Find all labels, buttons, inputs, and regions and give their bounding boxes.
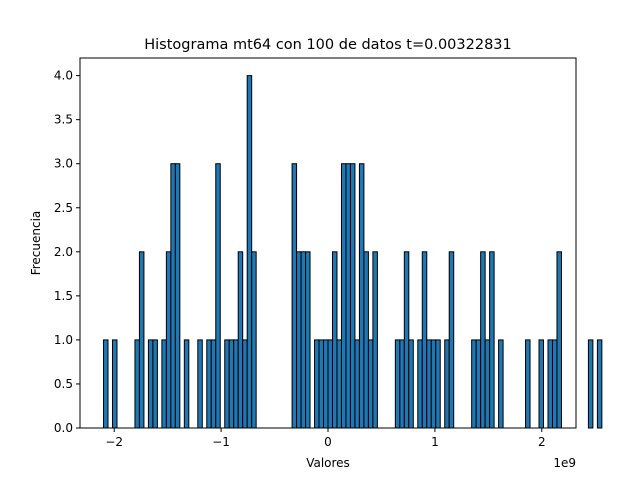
histogram-bar xyxy=(408,339,414,429)
histogram-bar xyxy=(489,251,495,429)
histogram-bar xyxy=(340,163,347,429)
histogram-bar xyxy=(224,339,230,429)
histogram-bar xyxy=(349,163,356,429)
histogram-bar xyxy=(403,251,410,429)
y-tick-label: 2.5 xyxy=(54,201,73,215)
y-tick-label: 0.5 xyxy=(54,377,73,391)
histogram-bar xyxy=(300,251,307,429)
x-tick-label: 2 xyxy=(538,435,546,449)
bars-group xyxy=(103,75,603,429)
y-tick-label: 0.0 xyxy=(54,421,73,435)
histogram-bar xyxy=(134,339,140,429)
x-offset-label: 1e9 xyxy=(553,456,576,470)
histogram-bar xyxy=(498,339,504,429)
y-axis-label: Frecuencia xyxy=(29,211,43,276)
histogram-bar xyxy=(327,339,333,429)
histogram-bar xyxy=(233,339,239,429)
histogram-bar xyxy=(475,339,482,429)
histogram-bar xyxy=(480,251,486,429)
histogram-bar xyxy=(296,251,302,429)
histogram-bar xyxy=(174,163,181,429)
histogram-bar xyxy=(111,339,118,429)
histogram-bar xyxy=(170,163,176,429)
histogram-bar xyxy=(444,339,450,429)
histogram-bar xyxy=(237,251,244,429)
histogram-bar xyxy=(147,339,154,429)
histogram-bar xyxy=(323,339,329,429)
histogram-bar xyxy=(345,163,351,429)
histogram-bar xyxy=(551,339,558,429)
histogram-bar xyxy=(471,339,477,429)
histogram-bar xyxy=(161,339,167,429)
y-tick-label: 1.5 xyxy=(54,289,73,303)
histogram-bar xyxy=(354,339,360,429)
histogram-bar xyxy=(215,163,221,429)
x-tick-label: 0 xyxy=(324,435,332,449)
histogram-bar xyxy=(435,339,441,429)
histogram-bar xyxy=(138,251,145,429)
histogram-bar xyxy=(547,339,553,429)
histogram-bar xyxy=(336,339,342,429)
x-ticks-group: −2 −1 0 1 2 xyxy=(105,428,546,449)
histogram-bar xyxy=(426,339,432,429)
histogram-bar xyxy=(367,339,374,429)
histogram-bar xyxy=(251,251,257,429)
histogram-bar xyxy=(596,339,603,429)
y-ticks-group: 0.0 0.5 1.0 1.5 2.0 2.5 3.0 3.5 4.0 xyxy=(54,69,80,435)
histogram-bar xyxy=(484,339,491,429)
histogram-bar xyxy=(448,251,455,429)
x-tick-label: 1 xyxy=(431,435,439,449)
histogram-bar xyxy=(318,339,325,429)
histogram-bar xyxy=(103,339,109,429)
histogram-bar xyxy=(314,339,320,429)
x-axis-label: Valores xyxy=(306,456,350,470)
histogram-bar xyxy=(587,339,594,429)
histogram-bar xyxy=(197,339,203,429)
histogram-bar xyxy=(421,251,428,429)
histogram-bar xyxy=(394,339,401,429)
histogram-bar xyxy=(206,339,212,429)
histogram-bar xyxy=(228,339,235,429)
histogram-bar xyxy=(242,339,248,429)
y-tick-label: 2.0 xyxy=(54,245,73,259)
y-tick-label: 3.5 xyxy=(54,113,73,127)
histogram-bar xyxy=(525,339,531,429)
y-tick-label: 4.0 xyxy=(54,69,73,83)
histogram-bar xyxy=(152,339,158,429)
histogram-bar xyxy=(358,163,365,429)
histogram-bar xyxy=(305,251,311,429)
histogram-bar xyxy=(210,339,217,429)
histogram-bar xyxy=(538,339,545,429)
histogram-bar xyxy=(556,251,562,429)
y-tick-label: 3.0 xyxy=(54,157,73,171)
x-tick-label: −2 xyxy=(105,435,123,449)
histogram-bar xyxy=(246,75,253,429)
histogram-bar xyxy=(399,339,405,429)
histogram-bar xyxy=(363,251,369,429)
histogram-bar xyxy=(372,251,378,429)
histogram-bar xyxy=(165,251,172,429)
histogram-bar xyxy=(417,339,423,429)
chart-title: Histograma mt64 con 100 de datos t=0.003… xyxy=(144,37,512,53)
x-tick-label: −1 xyxy=(212,435,230,449)
histogram-bar xyxy=(183,339,190,429)
histogram-bar xyxy=(291,163,298,429)
y-tick-label: 1.0 xyxy=(54,333,73,347)
histogram-bar xyxy=(331,251,338,429)
histogram-bar xyxy=(430,339,437,429)
